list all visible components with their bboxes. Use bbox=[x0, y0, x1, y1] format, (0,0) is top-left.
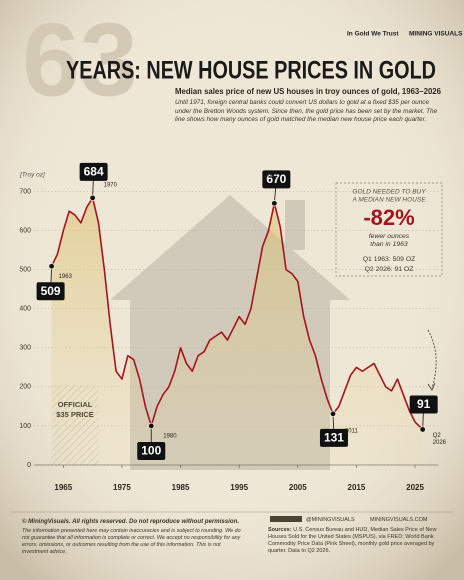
y-tick-label: 100 bbox=[19, 423, 31, 430]
y-tick-label: 400 bbox=[19, 306, 31, 313]
y-tick-label: 500 bbox=[19, 267, 31, 274]
annotation-box bbox=[409, 395, 438, 414]
annotation-box bbox=[137, 441, 166, 460]
annotation-box bbox=[79, 162, 108, 181]
description: Until 1971, foreign central banks could … bbox=[175, 99, 438, 124]
callout-arrow bbox=[427, 329, 437, 389]
x-tick-label: 1965 bbox=[54, 483, 72, 492]
annotation-dot bbox=[419, 426, 426, 433]
annotation-value: 509 bbox=[41, 284, 61, 298]
callout-detail: Q1 1963: 509 OZ bbox=[363, 256, 416, 263]
sources: Sources: U.S. Census Bureau and HUD, Med… bbox=[268, 527, 443, 555]
x-tick-label: 2005 bbox=[289, 483, 307, 492]
y-tick-label: 300 bbox=[19, 345, 31, 352]
annotation-value: 100 bbox=[141, 444, 161, 458]
annotation-label: 2001 bbox=[264, 173, 278, 179]
callout-note: than in 1963 bbox=[370, 241, 408, 248]
annotation-label: Q2 bbox=[433, 433, 442, 439]
annotation-value: 91 bbox=[417, 397, 431, 411]
subtitle: Median sales price of new US houses in t… bbox=[175, 86, 441, 96]
watermark: 63 bbox=[22, 2, 138, 118]
annotation-label: 1963 bbox=[59, 274, 73, 280]
logo-gold-we-trust: In Gold We Trust bbox=[347, 31, 399, 38]
y-tick-label: 200 bbox=[19, 384, 31, 391]
annotation-dot bbox=[89, 194, 96, 202]
line bbox=[50, 197, 424, 431]
annotation-value: 684 bbox=[84, 165, 104, 179]
annotation-label: 1980 bbox=[163, 434, 177, 440]
annotation-label: 2026 bbox=[433, 440, 447, 446]
annotation-label: 1970 bbox=[104, 182, 118, 188]
x-tick-label: 1995 bbox=[230, 483, 248, 492]
area bbox=[51, 197, 423, 465]
annotation-box bbox=[36, 282, 65, 301]
callout-arrowhead bbox=[427, 382, 436, 391]
sources-text: U.S. Census Bureau and HUD, Median Sales… bbox=[268, 527, 437, 554]
callout-box bbox=[335, 182, 443, 277]
y-tick-label: 700 bbox=[19, 188, 31, 195]
annotation-dot bbox=[271, 200, 278, 207]
x-tick-label: 2015 bbox=[348, 483, 366, 492]
disclaimer: The information presented here may conta… bbox=[22, 528, 241, 555]
chart-title: YEARS: NEW HOUSE PRICES IN GOLD bbox=[66, 57, 436, 85]
x-tick-label: 1975 bbox=[113, 483, 131, 492]
callout-detail: Q2 2026: 91 OZ bbox=[365, 266, 414, 273]
sources-label: Sources: bbox=[268, 527, 292, 533]
annotation-value: 670 bbox=[266, 172, 286, 186]
x-tick-label: 1985 bbox=[172, 483, 190, 492]
copyright: © MiningVisuals. All rights reserved. Do… bbox=[22, 518, 240, 525]
social-handle: @MININGVISUALS bbox=[306, 517, 355, 523]
annotation-box bbox=[262, 170, 291, 189]
annotation-label: 2011 bbox=[345, 428, 359, 434]
website: MININGVISUALS.COM bbox=[370, 517, 428, 523]
y-axis-label: [Troy oz] bbox=[19, 172, 45, 179]
y-tick-label: 600 bbox=[19, 228, 31, 235]
annotation-value: 131 bbox=[324, 431, 344, 445]
social-icons bbox=[270, 516, 302, 522]
annotation-dot bbox=[329, 410, 337, 418]
x-tick-label: 2025 bbox=[406, 483, 424, 492]
annotation-box bbox=[319, 428, 348, 447]
annotation-dot bbox=[48, 263, 55, 270]
callout-title: A MEDIAN NEW HOUSE bbox=[351, 197, 426, 204]
callout-value: -82% bbox=[363, 205, 414, 230]
annotation-dot bbox=[148, 422, 155, 430]
logo-mining-visuals: MINING VISUALS bbox=[409, 31, 463, 38]
callout-note: fewer ounces bbox=[369, 233, 410, 240]
callout-title: GOLD NEEDED TO BUY bbox=[352, 189, 426, 196]
y-tick-label: 0 bbox=[27, 462, 31, 469]
